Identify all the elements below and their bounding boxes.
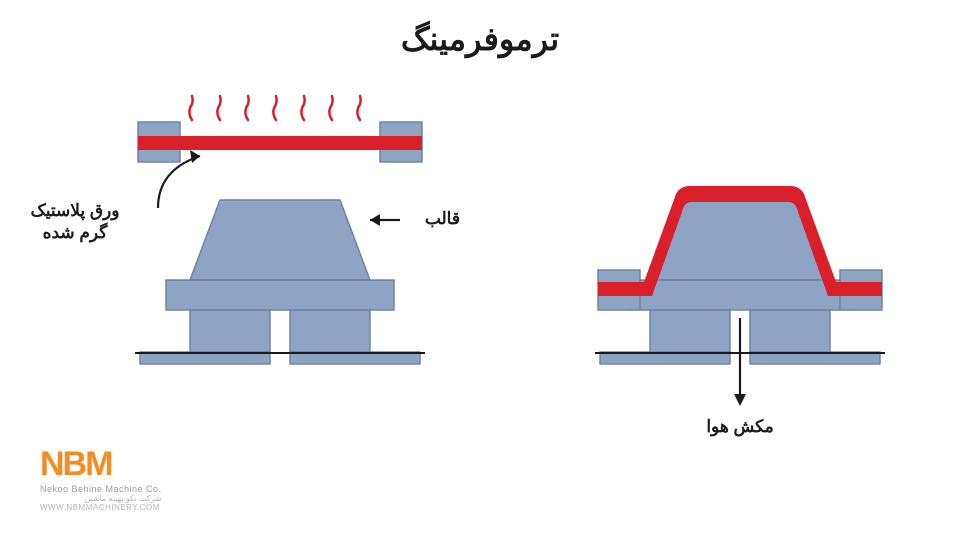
label-suction: مکش هوا <box>690 416 790 438</box>
label-heated-sheet: ورق پلاستیک گرم شده <box>10 200 140 244</box>
label-mold: قالب <box>400 208 460 230</box>
brand-logo: NBM Nekoo Behine Machine Co. شرکت نکو به… <box>40 445 162 512</box>
logo-sub-fa: شرکت نکو بهینه ماشین <box>40 494 162 503</box>
logo-sub-en: Nekoo Behine Machine Co. <box>40 484 162 494</box>
right-diagram <box>540 90 940 420</box>
page-title: ترموفرمینگ <box>0 20 960 58</box>
logo-text: NBM <box>40 445 162 484</box>
logo-url: WWW.NBMMACHINERY.COM <box>40 503 162 512</box>
left-diagram <box>80 90 480 420</box>
